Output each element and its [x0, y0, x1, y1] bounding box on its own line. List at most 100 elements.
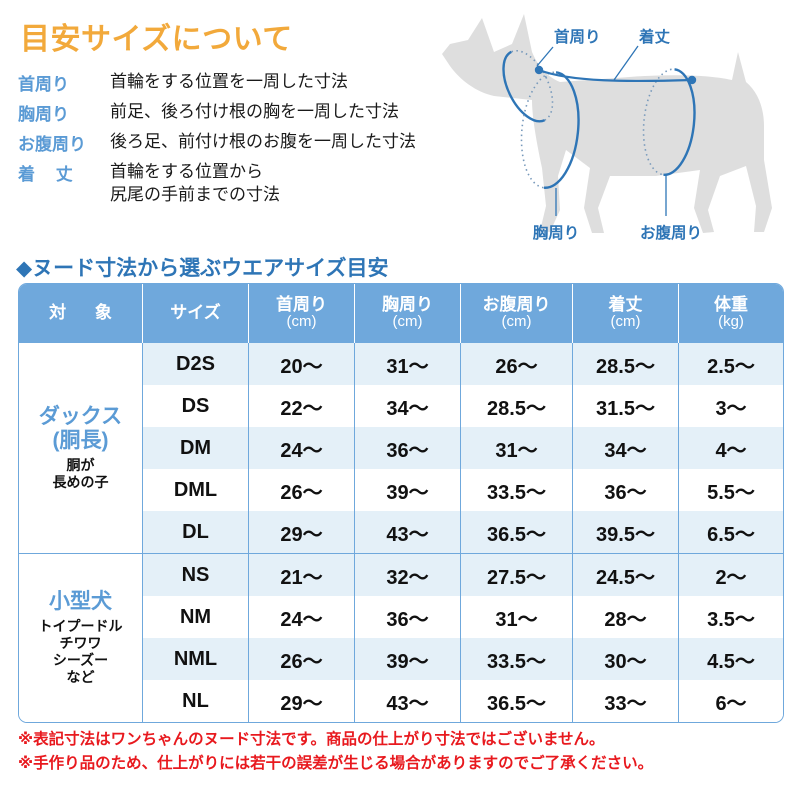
column-header-size-label: サイズ	[170, 303, 221, 323]
diagram-label-length: 着丈	[638, 27, 671, 46]
cell-belly: 31～	[461, 596, 573, 638]
cell-chest: 36～	[355, 596, 461, 638]
cell-length: 31.5～	[573, 385, 679, 427]
column-header-target: 対 象	[19, 284, 143, 343]
cell-chest: 39～	[355, 638, 461, 680]
cell-length: 30～	[573, 638, 679, 680]
cell-weight: 4.5～	[679, 638, 783, 680]
column-header-neck-unit: (cm)	[286, 313, 317, 331]
cell-belly: 33.5～	[461, 469, 573, 511]
size-table-container: 対 象 サイズ 首周り (cm) 胸周り (cm) お腹周り (cm)	[18, 283, 784, 723]
table-row: DM 24～ 36～ 31～ 34～ 4～	[19, 427, 783, 469]
cell-neck: 24～	[249, 427, 355, 469]
column-header-size: サイズ	[143, 284, 249, 343]
cell-neck: 26～	[249, 469, 355, 511]
group-subtitle: トイプードル チワワ シーズー など	[38, 617, 123, 685]
column-header-chest-unit: (cm)	[392, 313, 423, 331]
column-header-belly-label: お腹周り	[482, 295, 551, 315]
column-header-target-label: 対 象	[49, 303, 124, 323]
group-label-cell: ダックス (胴長) 胴が 長めの子	[19, 343, 143, 553]
cell-belly: 27.5～	[461, 553, 573, 596]
cell-chest: 39～	[355, 469, 461, 511]
definition-row-length: 着 丈 首輪をする位置から 尻尾の手前までの寸法	[18, 160, 488, 207]
cell-size: NS	[143, 553, 249, 596]
chest-measure-ellipse	[520, 71, 580, 189]
definition-desc-neck: 首輪をする位置を一周した寸法	[110, 72, 348, 91]
cell-size: DS	[143, 385, 249, 427]
definition-row-neck: 首周り 首輪をする位置を一周した寸法	[18, 70, 488, 95]
cell-size: NL	[143, 680, 249, 722]
definition-row-chest: 胸周り 前足、後ろ付け根の胸を一周した寸法	[18, 100, 488, 125]
definition-term-chest: 胸周り	[18, 105, 69, 124]
cell-chest: 36～	[355, 427, 461, 469]
cell-size: NM	[143, 596, 249, 638]
definition-desc-belly: 後ろ足、前付け根のお腹を一周した寸法	[110, 132, 416, 151]
group-label-cell: 小型犬 トイプードル チワワ シーズー など	[19, 553, 143, 722]
cell-weight: 5.5～	[679, 469, 783, 511]
column-header-chest: 胸周り (cm)	[355, 284, 461, 343]
cell-size: DL	[143, 511, 249, 553]
footnote-2: ※手作り品のため、仕上がりには若干の誤差が生じる場合がありますのでご了承ください…	[18, 754, 654, 772]
cell-size: DML	[143, 469, 249, 511]
group-title-secondary: (胴長)	[52, 429, 109, 453]
diagram-label-neck: 首周り	[554, 27, 601, 46]
cell-chest: 43～	[355, 511, 461, 553]
definition-term-neck: 首周り	[18, 75, 69, 94]
page-title: 目安サイズについて	[20, 23, 293, 56]
cell-chest: 43～	[355, 680, 461, 722]
cell-weight: 6.5～	[679, 511, 783, 553]
cell-belly: 33.5～	[461, 638, 573, 680]
definition-term-belly: お腹周り	[18, 135, 86, 154]
neck-measure-ellipse	[502, 49, 554, 123]
table-row: DML 26～ 39～ 33.5～ 36～ 5.5～	[19, 469, 783, 511]
table-row: DL 29～ 43～ 36.5～ 39.5～ 6.5～	[19, 511, 783, 553]
cell-weight: 2.5～	[679, 343, 783, 385]
cell-neck: 22～	[249, 385, 355, 427]
cell-weight: 6～	[679, 680, 783, 722]
column-header-weight: 体重 (kg)	[679, 284, 783, 343]
cell-size: NML	[143, 638, 249, 680]
column-header-length-unit: (cm)	[610, 313, 641, 331]
cell-neck: 24～	[249, 596, 355, 638]
cell-length: 33～	[573, 680, 679, 722]
cell-length: 39.5～	[573, 511, 679, 553]
cell-chest: 34～	[355, 385, 461, 427]
dog-silhouette-icon	[442, 14, 772, 233]
header-section: 目安サイズについて 首周り 首輪をする位置を一周した寸法 胸周り 前足、後ろ付け…	[0, 0, 800, 250]
size-table: 対 象 サイズ 首周り (cm) 胸周り (cm) お腹周り (cm)	[18, 283, 784, 723]
cell-weight: 4～	[679, 427, 783, 469]
table-row: NL 29～ 43～ 36.5～ 33～ 6～	[19, 680, 783, 722]
cell-belly: 31～	[461, 427, 573, 469]
cell-weight: 3～	[679, 385, 783, 427]
cell-belly: 36.5～	[461, 680, 573, 722]
table-row: DS 22～ 34～ 28.5～ 31.5～ 3～	[19, 385, 783, 427]
cell-chest: 32～	[355, 553, 461, 596]
cell-belly: 26～	[461, 343, 573, 385]
cell-belly: 28.5～	[461, 385, 573, 427]
table-row: 小型犬 トイプードル チワワ シーズー など NS 21～ 32～ 27.5～ 24.5～ 2…	[19, 553, 783, 722]
definition-desc-chest: 前足、後ろ付け根の胸を一周した寸法	[110, 102, 399, 121]
cell-neck: 26～	[249, 638, 355, 680]
table-row: ダックス (胴長) 胴が 長めの子 D2S 20～ 31～ 26～ 28.5～ 2.5～	[19, 343, 783, 553]
definition-term-length: 着 丈	[18, 165, 81, 184]
cell-weight: 3.5～	[679, 596, 783, 638]
cell-length: 24.5～	[573, 553, 679, 596]
diagram-label-belly: お腹周り	[640, 223, 702, 242]
diagram-label-chest: 胸周り	[533, 223, 580, 242]
dog-measurement-diagram: 首周り 着丈 胸周り お腹周り	[420, 0, 800, 250]
size-table-body: ダックス (胴長) 胴が 長めの子 D2S 20～ 31～ 26～ 28.5～ 2.5～ DS 22…	[19, 343, 783, 722]
leader-line-neck	[536, 46, 554, 67]
table-header-row: 対 象 サイズ 首周り (cm) 胸周り (cm) お腹周り (cm)	[19, 284, 783, 343]
cell-belly: 36.5～	[461, 511, 573, 553]
footnote-1: ※表記寸法はワンちゃんのヌード寸法です。商品の仕上がり寸法ではございません。	[18, 731, 605, 748]
column-header-length-label: 着丈	[608, 295, 643, 315]
definition-row-belly: お腹周り 後ろ足、前付け根のお腹を一周した寸法	[18, 130, 488, 155]
cell-size: DM	[143, 427, 249, 469]
group-subtitle: 胴が 長めの子	[52, 457, 109, 491]
measurement-definition-list: 首周り 首輪をする位置を一周した寸法 胸周り 前足、後ろ付け根の胸を一周した寸法…	[18, 70, 488, 212]
column-header-belly: お腹周り (cm)	[461, 284, 573, 343]
cell-neck: 29～	[249, 680, 355, 722]
cell-length: 34～	[573, 427, 679, 469]
group-title: ダックス	[38, 404, 123, 428]
column-header-neck-label: 首周り	[276, 295, 327, 315]
